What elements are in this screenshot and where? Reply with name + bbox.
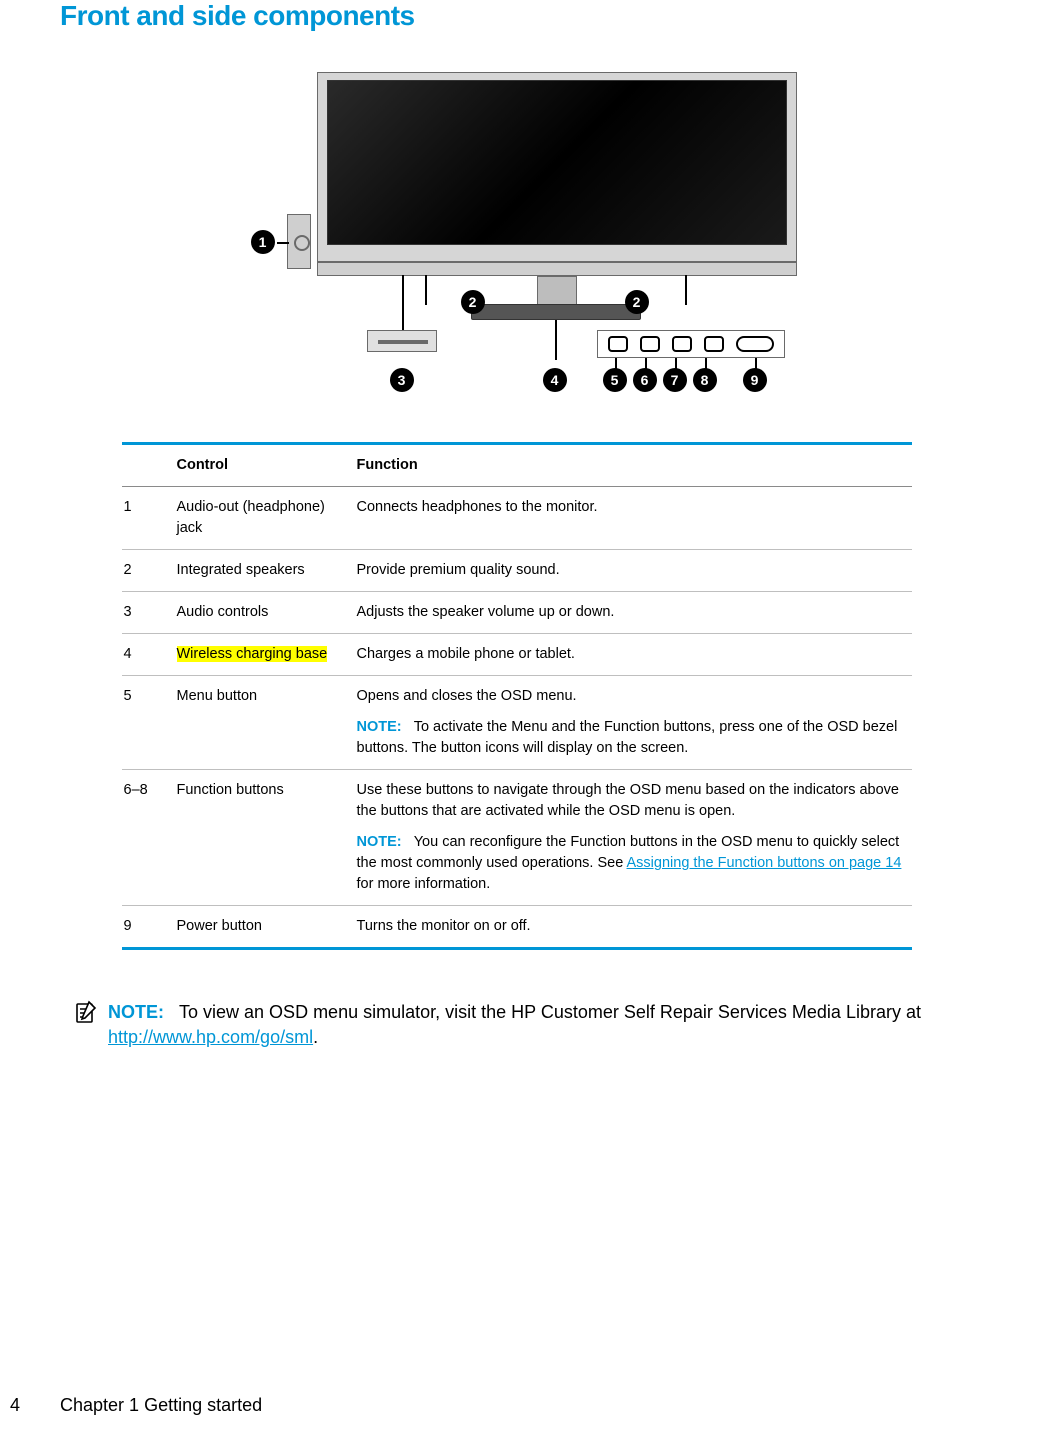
- table-row: 4 Wireless charging base Charges a mobil…: [122, 634, 912, 676]
- global-note-text-post: .: [313, 1027, 318, 1047]
- row-num: 9: [122, 916, 177, 937]
- table-row: 1 Audio-out (headphone) jack Connects he…: [122, 487, 912, 550]
- row-function: Opens and closes the OSD menu.: [357, 686, 910, 707]
- row-num: 5: [122, 686, 177, 759]
- callout-4: 4: [543, 368, 567, 392]
- page-number: 4: [10, 1395, 20, 1416]
- note-text-post: for more information.: [357, 876, 491, 892]
- callout-2b: 2: [625, 290, 649, 314]
- row-control: Audio controls: [177, 602, 357, 623]
- callout-9: 9: [743, 368, 767, 392]
- callout-5: 5: [603, 368, 627, 392]
- monitor-screen: [327, 80, 787, 245]
- note-icon: [74, 1000, 98, 1031]
- page-footer: 4 Chapter 1 Getting started: [0, 1395, 1053, 1416]
- global-note-label: NOTE:: [108, 1002, 164, 1022]
- table-row: 2 Integrated speakers Provide premium qu…: [122, 550, 912, 592]
- global-note: NOTE: To view an OSD menu simulator, vis…: [60, 1000, 973, 1050]
- row-control: Power button: [177, 916, 357, 937]
- chapter-title: Chapter 1 Getting started: [60, 1395, 262, 1416]
- row-function: Connects headphones to the monitor.: [357, 497, 912, 539]
- note-label: NOTE:: [357, 719, 414, 735]
- row-control: Audio-out (headphone) jack: [177, 497, 357, 539]
- global-note-text-pre: To view an OSD menu simulator, visit the…: [179, 1002, 921, 1022]
- table-row: 5 Menu button Opens and closes the OSD m…: [122, 676, 912, 770]
- section-title: Front and side components: [60, 0, 973, 32]
- row-num: 6–8: [122, 780, 177, 895]
- wireless-charging-pad: [471, 304, 641, 320]
- monitor-stand: [537, 276, 577, 306]
- callout-1: 1: [251, 230, 275, 254]
- row-num: 2: [122, 560, 177, 581]
- row-control: Function buttons: [177, 780, 357, 895]
- callout-6: 6: [633, 368, 657, 392]
- table-header-row: Control Function: [122, 445, 912, 487]
- diagram-container: 1 2 2 3 4 5 6 7 8 9: [60, 72, 973, 382]
- note-link[interactable]: Assigning the Function buttons on page 1…: [627, 855, 902, 871]
- row-num: 3: [122, 602, 177, 623]
- callout-8: 8: [693, 368, 717, 392]
- monitor-chin: [317, 262, 797, 276]
- callout-7: 7: [663, 368, 687, 392]
- row-function: Charges a mobile phone or tablet.: [357, 644, 912, 665]
- row-control: Menu button: [177, 686, 357, 759]
- row-num: 4: [122, 644, 177, 665]
- header-function: Function: [357, 455, 912, 476]
- callout-2a: 2: [461, 290, 485, 314]
- note-label: NOTE:: [357, 834, 414, 850]
- header-control: Control: [177, 455, 357, 476]
- global-note-link[interactable]: http://www.hp.com/go/sml: [108, 1027, 313, 1047]
- row-num: 1: [122, 497, 177, 539]
- row-function: Turns the monitor on or off.: [357, 916, 912, 937]
- row-control: Wireless charging base: [177, 644, 357, 665]
- callout-3: 3: [390, 368, 414, 392]
- note-text: To activate the Menu and the Function bu…: [357, 719, 898, 756]
- audio-out-jack: [287, 214, 311, 269]
- monitor-diagram: 1 2 2 3 4 5 6 7 8 9: [237, 72, 797, 382]
- table-row: 6–8 Function buttons Use these buttons t…: [122, 770, 912, 906]
- row-function: Adjusts the speaker volume up or down.: [357, 602, 912, 623]
- table-row: 9 Power button Turns the monitor on or o…: [122, 906, 912, 947]
- osd-button-strip: [597, 330, 785, 358]
- row-function: Provide premium quality sound.: [357, 560, 912, 581]
- audio-controls: [367, 330, 437, 352]
- table-row: 3 Audio controls Adjusts the speaker vol…: [122, 592, 912, 634]
- controls-table: Control Function 1 Audio-out (headphone)…: [122, 442, 912, 950]
- row-function: Use these buttons to navigate through th…: [357, 780, 910, 822]
- row-control: Integrated speakers: [177, 560, 357, 581]
